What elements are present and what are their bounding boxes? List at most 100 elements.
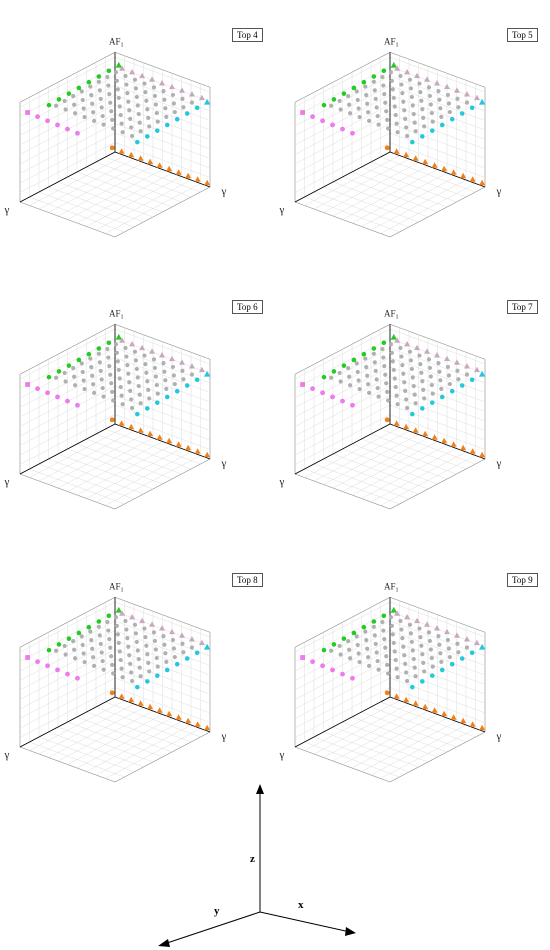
grid-point (129, 670, 134, 675)
grid-point (96, 351, 101, 356)
cyan-point (164, 667, 170, 673)
magenta-point (300, 382, 305, 387)
grid-point (108, 645, 113, 650)
grid-point (347, 647, 352, 652)
orange-triangle (137, 700, 144, 706)
orange-triangle (441, 165, 448, 172)
grid-point (391, 640, 396, 646)
grid-point (89, 638, 94, 643)
grid-point (384, 381, 389, 386)
grid-point (81, 106, 86, 111)
grid-point (418, 90, 423, 95)
green-point (361, 624, 367, 630)
grid-point (385, 117, 390, 122)
grid-point (407, 77, 413, 82)
grid-point (135, 103, 140, 108)
grid-point (181, 105, 186, 110)
orange-triangle (204, 724, 211, 731)
magenta-point (55, 122, 60, 128)
grid-point (111, 126, 116, 131)
grid-point (97, 633, 102, 638)
grid-point (127, 108, 132, 113)
grid-point (409, 366, 414, 372)
grid-point (395, 402, 400, 407)
mauve-triangle (169, 628, 175, 635)
grid-point (420, 107, 425, 112)
grid-point (172, 109, 177, 115)
green-point (76, 85, 82, 91)
grid-point (189, 645, 195, 650)
grid-point (71, 366, 76, 371)
grid-point (389, 78, 394, 83)
grid-point (119, 121, 124, 126)
mauve-triangle (129, 69, 136, 75)
grid-point (162, 369, 167, 374)
grid-point (403, 661, 408, 666)
grid-point (73, 656, 78, 661)
grid-point (422, 669, 427, 674)
grid-point (161, 634, 166, 639)
cyan-point (135, 139, 140, 145)
grid-point (375, 385, 380, 391)
grid-point (124, 627, 129, 632)
grid-point (338, 379, 343, 384)
grid-point (419, 370, 424, 375)
grid-point (363, 84, 368, 89)
grid-point (408, 86, 413, 91)
green-point (331, 642, 337, 647)
grid-point (381, 83, 386, 88)
cyan-point (478, 370, 486, 377)
cyan-point (459, 383, 465, 388)
left-axis-label: γ (4, 204, 10, 216)
grid-point (123, 618, 128, 624)
cyan-point (174, 116, 180, 122)
magenta-point (65, 671, 70, 677)
grid-point (101, 394, 106, 399)
orange-triangle (118, 148, 125, 154)
grid-point (71, 94, 76, 99)
grid-point (180, 96, 185, 101)
orange-triangle (128, 151, 135, 158)
grid-point (133, 358, 138, 363)
grid-point (120, 402, 125, 407)
grid-point (132, 77, 138, 82)
grid-point (144, 98, 149, 103)
orange-triangle (450, 169, 457, 175)
grid-point (445, 637, 451, 643)
panel-plot: AF1 γ γ (279, 309, 502, 510)
grid-point (137, 665, 142, 670)
grid-point (130, 678, 135, 684)
mauve-triangle (463, 363, 470, 369)
grid-point (400, 91, 405, 96)
grid-point (348, 111, 353, 116)
orange-triangle (393, 420, 400, 426)
grid-point (119, 666, 124, 671)
grid-point (100, 113, 105, 119)
grid-point (363, 356, 368, 361)
data-markers (300, 333, 486, 458)
grid-point (145, 652, 150, 657)
coordinate-axes-legend: z y x (158, 784, 356, 947)
grid-point (391, 95, 396, 101)
grid-point (417, 353, 422, 358)
grid-point (143, 90, 148, 95)
grid-point (180, 641, 185, 646)
grid-point (81, 378, 86, 383)
grid-point (164, 114, 169, 119)
grid-point (392, 376, 397, 381)
green-point (46, 647, 52, 653)
orange-triangle (412, 427, 419, 433)
magenta-point (340, 398, 345, 404)
grid-point (413, 401, 418, 406)
grid-point (135, 648, 140, 653)
orange-triangle (194, 721, 201, 727)
magenta-point (340, 126, 345, 132)
grid-point (99, 650, 104, 655)
grid-point (439, 386, 444, 391)
z-axis-label: AF1 (109, 582, 124, 594)
grid-point (348, 383, 353, 388)
grid-point (161, 89, 166, 94)
grid-point (392, 104, 397, 109)
orange-triangle (156, 707, 163, 713)
grid-point (382, 92, 387, 97)
